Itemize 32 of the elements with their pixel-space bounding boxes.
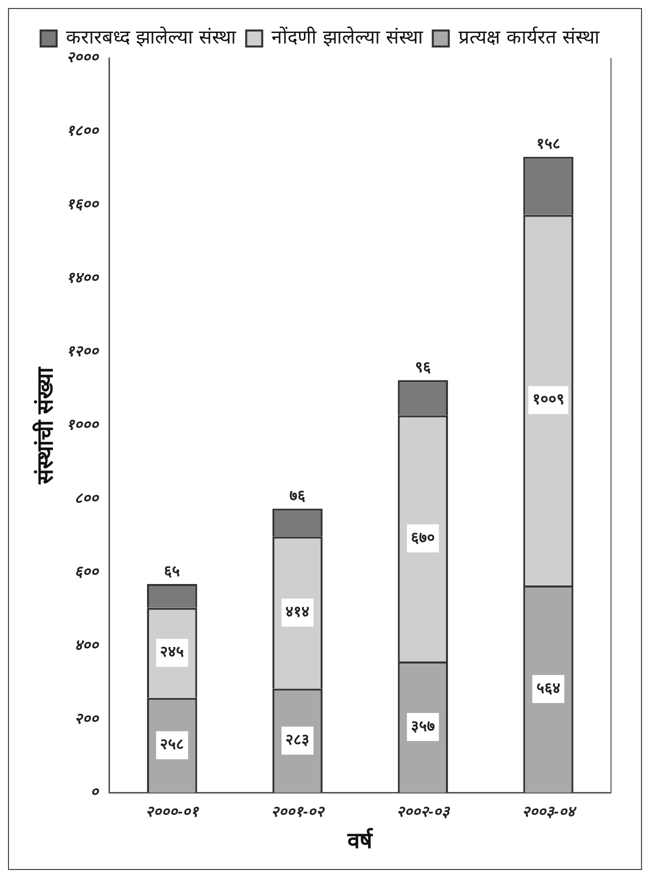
x-tick-label: २००२-०३ xyxy=(396,804,450,821)
x-tick-label: २००१-०२ xyxy=(271,804,325,821)
data-label: ७६ xyxy=(290,486,306,505)
data-label: ६७० xyxy=(410,528,435,546)
y-axis-title: संस्थांची संख्या xyxy=(31,366,58,485)
y-tick-label: १६०० xyxy=(66,196,100,214)
y-tick-label: १४०० xyxy=(66,270,100,287)
y-tick-label: १००० xyxy=(66,416,100,434)
data-label: ५६४ xyxy=(536,678,560,697)
y-tick-label: ४०० xyxy=(74,636,100,654)
data-label: ४१४ xyxy=(286,602,310,621)
y-tick-label: १२०० xyxy=(66,342,100,360)
legend-label: करारबध्द झालेल्या संस्था xyxy=(66,25,238,48)
y-tick-label: १८०० xyxy=(66,122,100,140)
x-tick-label: २०००-०१ xyxy=(146,804,200,821)
data-label: १५८ xyxy=(536,134,560,153)
legend-label: नोंदणी झालेल्या संस्था xyxy=(272,25,424,48)
y-tick-label: ६०० xyxy=(74,563,100,580)
data-label: ९६ xyxy=(414,358,431,376)
data-label: २८३ xyxy=(286,730,310,749)
legend-label: प्रत्यक्ष कार्यरत संस्था xyxy=(458,25,600,48)
x-axis-title: वर्ष xyxy=(346,826,374,853)
y-tick-label: ० xyxy=(90,784,100,801)
x-tick-label: २००३-०४ xyxy=(522,804,577,821)
data-label: २५८ xyxy=(160,735,184,754)
data-label: २४५ xyxy=(160,642,184,661)
data-label: ६५ xyxy=(164,562,180,580)
data-label: ३५७ xyxy=(410,716,435,735)
data-label: १००९ xyxy=(532,390,564,408)
y-tick-label: २०० xyxy=(74,710,100,728)
y-tick-label: ८०० xyxy=(74,490,100,507)
y-tick-label: २००० xyxy=(66,49,100,66)
